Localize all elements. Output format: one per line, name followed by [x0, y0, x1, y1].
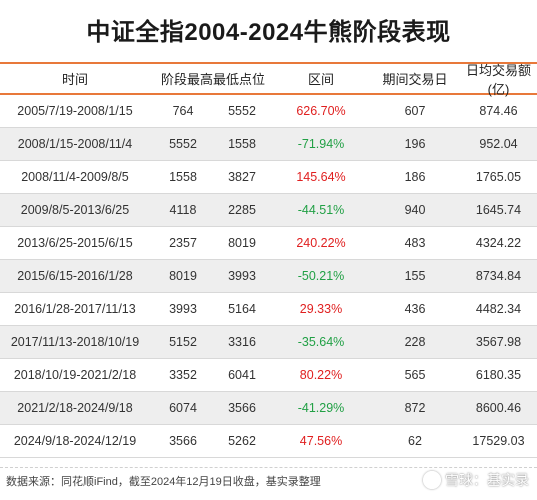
column-header-change: 区间 [307, 72, 334, 87]
avg-volume-cell: 8600.46 [475, 401, 522, 415]
column-header-avg-volume: 日均交易额(亿) [465, 62, 531, 97]
period-cell: 2015/6/15-2016/1/28 [17, 269, 133, 283]
change-cell: 80.22% [299, 368, 343, 382]
trading-days-cell: 483 [404, 236, 426, 250]
table-header: 时间 阶段最高最低点位 区间 期间交易日 日均交易额(亿) [0, 62, 537, 97]
column-header-levels: 阶段最高最低点位 [160, 72, 265, 87]
level-start-cell: 5152 [169, 335, 197, 349]
data-table: 时间 阶段最高最低点位 区间 期间交易日 日均交易额(亿) 2005/7/19-… [0, 62, 537, 458]
trading-days-cell: 565 [404, 368, 426, 382]
column-header-trading-days: 期间交易日 [382, 72, 448, 87]
avg-volume-cell: 6180.35 [475, 368, 522, 382]
table-row: 2017/11/13-2018/10/19 5152 3316 -35.64% 228 3… [0, 326, 537, 359]
table-row: 2021/2/18-2024/9/18 6074 3566 -41.29% 872 860… [0, 392, 537, 425]
level-end-cell: 5262 [228, 434, 256, 448]
level-end-cell: 3993 [228, 269, 256, 283]
avg-volume-cell: 1645.74 [475, 203, 522, 217]
trading-days-cell: 940 [404, 203, 426, 217]
page-title: 中证全指2004-2024牛熊阶段表现 [86, 19, 451, 46]
level-end-cell: 3316 [228, 335, 256, 349]
avg-volume-cell: 8734.84 [475, 269, 522, 283]
period-cell: 2018/10/19-2021/2/18 [13, 368, 137, 382]
avg-volume-cell: 874.46 [479, 104, 518, 118]
level-end-cell: 5164 [228, 302, 256, 316]
level-start-cell: 8019 [169, 269, 197, 283]
level-end-cell: 3827 [228, 170, 256, 184]
level-start-cell: 2357 [169, 236, 197, 250]
avg-volume-cell: 4482.34 [475, 302, 522, 316]
table-row: 2015/6/15-2016/1/28 8019 3993 -50.21% 155 873… [0, 260, 537, 293]
period-cell: 2008/11/4-2009/8/5 [21, 170, 129, 184]
change-cell: 240.22% [296, 236, 346, 250]
change-cell: 626.70% [296, 104, 346, 118]
trading-days-cell: 62 [408, 434, 422, 448]
snowball-logo-icon [423, 471, 441, 489]
avg-volume-cell: 3567.98 [475, 335, 522, 349]
watermark-text: 雪球：基实录 [445, 472, 529, 488]
period-cell: 2008/1/15-2008/11/4 [17, 137, 133, 151]
level-start-cell: 1558 [169, 170, 197, 184]
level-start-cell: 3566 [169, 434, 197, 448]
column-header-period: 时间 [61, 72, 88, 87]
table-row: 2013/6/25-2015/6/15 2357 8019 240.22% 483 432… [0, 227, 537, 260]
period-cell: 2005/7/19-2008/1/15 [17, 104, 133, 118]
avg-volume-cell: 4324.22 [475, 236, 522, 250]
change-cell: -71.94% [297, 137, 345, 151]
level-start-cell: 6074 [169, 401, 197, 415]
change-cell: -35.64% [297, 335, 345, 349]
change-cell: -41.29% [297, 401, 345, 415]
level-end-cell: 1558 [228, 137, 256, 151]
change-cell: -50.21% [297, 269, 345, 283]
period-cell: 2021/2/18-2024/9/18 [17, 401, 133, 415]
period-cell: 2017/11/13-2018/10/19 [10, 335, 140, 349]
level-start-cell: 5552 [169, 137, 197, 151]
trading-days-cell: 872 [404, 401, 426, 415]
avg-volume-cell: 952.04 [479, 137, 518, 151]
watermark: 雪球：基实录 [423, 470, 529, 490]
trading-days-cell: 436 [404, 302, 426, 316]
change-cell: 47.56% [299, 434, 343, 448]
level-start-cell: 3352 [169, 368, 197, 382]
period-cell: 2016/1/28-2017/11/13 [14, 302, 136, 316]
level-end-cell: 3566 [228, 401, 256, 415]
avg-volume-cell: 1765.05 [475, 170, 522, 184]
table-row: 2024/9/18-2024/12/19 3566 5262 47.56% 62 1752… [0, 425, 537, 458]
level-start-cell: 764 [172, 104, 194, 118]
table-row: 2018/10/19-2021/2/18 3352 6041 80.22% 565 618… [0, 359, 537, 392]
level-end-cell: 5552 [228, 104, 256, 118]
period-cell: 2013/6/25-2015/6/15 [17, 236, 133, 250]
trading-days-cell: 607 [404, 104, 426, 118]
table-row: 2009/8/5-2013/6/25 4118 2285 -44.51% 940 1645… [0, 194, 537, 227]
level-start-cell: 3993 [169, 302, 197, 316]
trading-days-cell: 155 [404, 269, 426, 283]
period-cell: 2009/8/5-2013/6/25 [20, 203, 130, 217]
avg-volume-cell: 17529.03 [472, 434, 525, 448]
trading-days-cell: 228 [404, 335, 426, 349]
change-cell: 145.64% [296, 170, 346, 184]
period-cell: 2024/9/18-2024/12/19 [13, 434, 137, 448]
level-end-cell: 6041 [228, 368, 256, 382]
trading-days-cell: 186 [404, 170, 426, 184]
level-end-cell: 2285 [228, 203, 256, 217]
trading-days-cell: 196 [404, 137, 426, 151]
change-cell: 29.33% [299, 302, 343, 316]
table-row: 2008/11/4-2009/8/5 1558 3827 145.64% 186 1765… [0, 161, 537, 194]
table-row: 2008/1/15-2008/11/4 5552 1558 -71.94% 196 952… [0, 128, 537, 161]
table-row: 2005/7/19-2008/1/15 764 5552 626.70% 607 874.… [0, 95, 537, 128]
level-end-cell: 8019 [228, 236, 256, 250]
data-source-note: 数据来源：同花顺iFind，截至2024年12月19日收盘，基实录整理 [6, 476, 321, 488]
change-cell: -44.51% [297, 203, 345, 217]
table-body: 2005/7/19-2008/1/15 764 5552 626.70% 607 874.… [0, 95, 537, 458]
footer-divider [0, 467, 537, 468]
level-start-cell: 4118 [169, 203, 197, 217]
table-row: 2016/1/28-2017/11/13 3993 5164 29.33% 436 448… [0, 293, 537, 326]
